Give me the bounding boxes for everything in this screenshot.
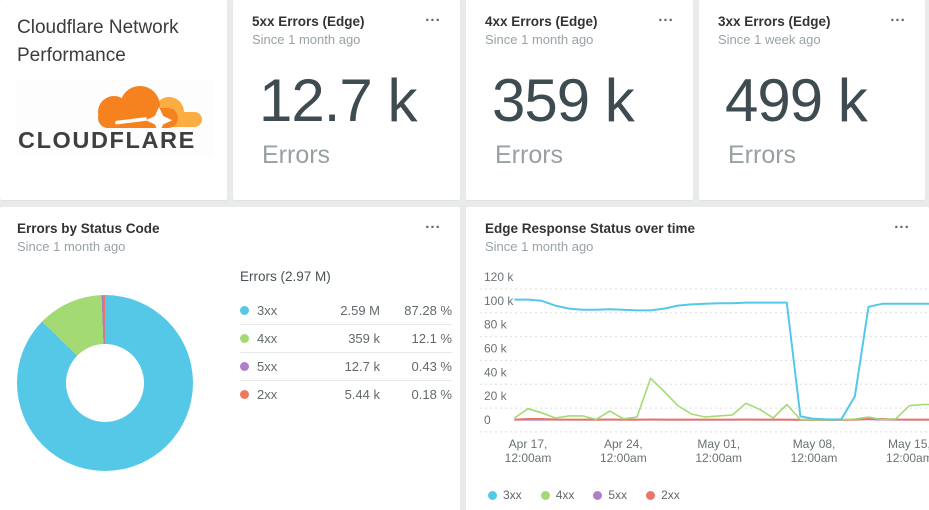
series-name: 3xx <box>503 488 522 502</box>
card-header: 3xx Errors (Edge) Since 1 week ago <box>718 13 885 48</box>
series-percent: 12.1 % <box>411 331 452 346</box>
dashboard-title-line1: Cloudflare Network <box>17 17 179 38</box>
donut-hole <box>66 344 144 422</box>
cloudflare-logo-icon: CLOUDFLARE <box>18 86 202 153</box>
timeseries-legend-item-4xx[interactable]: 4xx <box>540 488 575 502</box>
series-color-dot-icon <box>540 490 550 500</box>
card-menu-button[interactable]: ... <box>653 6 679 28</box>
x-axis-tick-label: May 08, 12:00am <box>790 437 838 465</box>
card-header: Errors by Status Code Since 1 month ago <box>17 220 420 255</box>
donut-legend: Errors (2.97 M) 3xx 2.59 M 87.28 % 4xx 359 k… <box>240 269 452 408</box>
errors-by-status-card: Errors by Status Code Since 1 month ago … <box>0 207 460 510</box>
card-header: 4xx Errors (Edge) Since 1 month ago <box>485 13 653 48</box>
card-title: Errors by Status Code <box>17 221 160 236</box>
card-header: 5xx Errors (Edge) Since 1 month ago <box>252 13 420 48</box>
card-subtitle: Since 1 month ago <box>252 32 361 47</box>
card-menu-button[interactable]: ... <box>889 213 915 235</box>
series-color-dot-icon <box>240 334 249 343</box>
timeseries-legend-item-2xx[interactable]: 2xx <box>646 488 680 502</box>
timeseries-legend-item-3xx[interactable]: 3xx <box>488 488 522 502</box>
stat-value: 499 k <box>725 67 868 134</box>
y-axis-tick-label: 120 k <box>484 270 514 284</box>
stat-label: Errors <box>262 141 331 169</box>
cloudflare-logo: CLOUDFLARE <box>17 79 214 157</box>
series-name: 2xx <box>257 387 278 402</box>
y-axis-tick-label: 40 k <box>484 365 508 379</box>
stat-label: Errors <box>495 141 564 169</box>
series-color-dot-icon <box>593 490 603 500</box>
stat-card-4xx: 4xx Errors (Edge) Since 1 month ago ... … <box>466 0 693 200</box>
timeseries-x-axis: Apr 17, 12:00am Apr 24, 12:00am May 01, 12:00… <box>466 438 929 472</box>
series-name: 4xx <box>555 488 575 502</box>
y-axis-tick-label: 100 k <box>484 294 514 308</box>
card-title: 4xx Errors (Edge) <box>485 14 598 29</box>
dashboard-title-card: Cloudflare Network Performance <box>0 0 227 200</box>
timeseries-legend-item-5xx[interactable]: 5xx <box>593 488 627 502</box>
status-row-5xx[interactable]: 5xx 12.7 k 0.43 % <box>240 352 452 380</box>
timeseries-chart[interactable]: 0 20 k 40 k 60 k 80 k 100 k 120 k <box>466 267 929 442</box>
x-axis-tick-label: May 15, 12:00am <box>886 437 929 465</box>
card-subtitle: Since 1 month ago <box>17 239 126 254</box>
y-axis-tick-label: 0 <box>484 413 491 427</box>
series-value: 2.59 M <box>340 302 380 318</box>
y-axis-tick-label: 80 k <box>484 318 508 332</box>
status-row-3xx[interactable]: 3xx 2.59 M 87.28 % <box>240 296 452 324</box>
stat-card-3xx: 3xx Errors (Edge) Since 1 week ago ... 4… <box>699 0 925 200</box>
edge-response-status-card: Edge Response Status over time Since 1 m… <box>466 207 929 510</box>
status-row-2xx[interactable]: 2xx 5.44 k 0.18 % <box>240 380 452 408</box>
stat-value: 12.7 k <box>259 67 417 134</box>
series-value: 359 k <box>348 331 380 346</box>
y-axis-tick-label: 20 k <box>484 389 508 403</box>
card-menu-button[interactable]: ... <box>420 6 446 28</box>
stat-card-5xx: 5xx Errors (Edge) Since 1 month ago ... … <box>233 0 460 200</box>
series-line-3xx <box>514 298 929 421</box>
donut-legend-header: Errors (2.97 M) <box>240 269 331 284</box>
status-row-4xx[interactable]: 4xx 359 k 12.1 % <box>240 324 452 352</box>
series-value: 5.44 k <box>344 387 380 402</box>
card-subtitle: Since 1 month ago <box>485 32 594 47</box>
card-menu-button[interactable]: ... <box>885 6 911 28</box>
series-color-dot-icon <box>646 490 656 500</box>
series-percent: 0.43 % <box>411 359 452 374</box>
series-name: 3xx <box>257 302 278 318</box>
card-title: 3xx Errors (Edge) <box>718 14 831 29</box>
card-title: Edge Response Status over time <box>485 221 696 236</box>
series-value: 12.7 k <box>344 359 380 374</box>
x-axis-tick-label: May 01, 12:00am <box>695 437 743 465</box>
card-header: Edge Response Status over time Since 1 m… <box>485 220 889 255</box>
timeseries-legend: 3xx 4xx 5xx 2xx <box>488 488 680 502</box>
series-color-dot-icon <box>240 305 249 315</box>
x-axis-tick-label: Apr 17, 12:00am <box>504 437 552 465</box>
series-color-dot-icon <box>240 390 249 399</box>
y-axis-tick-label: 60 k <box>484 342 508 356</box>
dashboard-title-line2: Performance <box>17 45 126 66</box>
card-subtitle: Since 1 month ago <box>485 239 594 254</box>
series-name: 2xx <box>661 488 680 502</box>
stat-value: 359 k <box>492 67 635 134</box>
series-percent: 0.18 % <box>411 387 452 402</box>
series-line-4xx <box>513 377 929 421</box>
card-title: 5xx Errors (Edge) <box>252 14 365 29</box>
series-percent: 87.28 % <box>404 302 452 318</box>
series-name: 5xx <box>608 488 628 502</box>
series-color-dot-icon <box>488 490 497 500</box>
series-line-2xx <box>514 418 929 421</box>
cloudflare-logo-text: CLOUDFLARE <box>18 127 196 153</box>
x-axis-tick-label: Apr 24, 12:00am <box>600 437 647 465</box>
stat-label: Errors <box>728 141 797 169</box>
status-code-donut-chart[interactable] <box>17 295 193 471</box>
series-name: 4xx <box>257 331 278 346</box>
card-subtitle: Since 1 week ago <box>718 32 821 47</box>
series-color-dot-icon <box>240 362 249 371</box>
series-name: 5xx <box>257 359 278 374</box>
card-menu-button[interactable]: ... <box>420 213 446 235</box>
